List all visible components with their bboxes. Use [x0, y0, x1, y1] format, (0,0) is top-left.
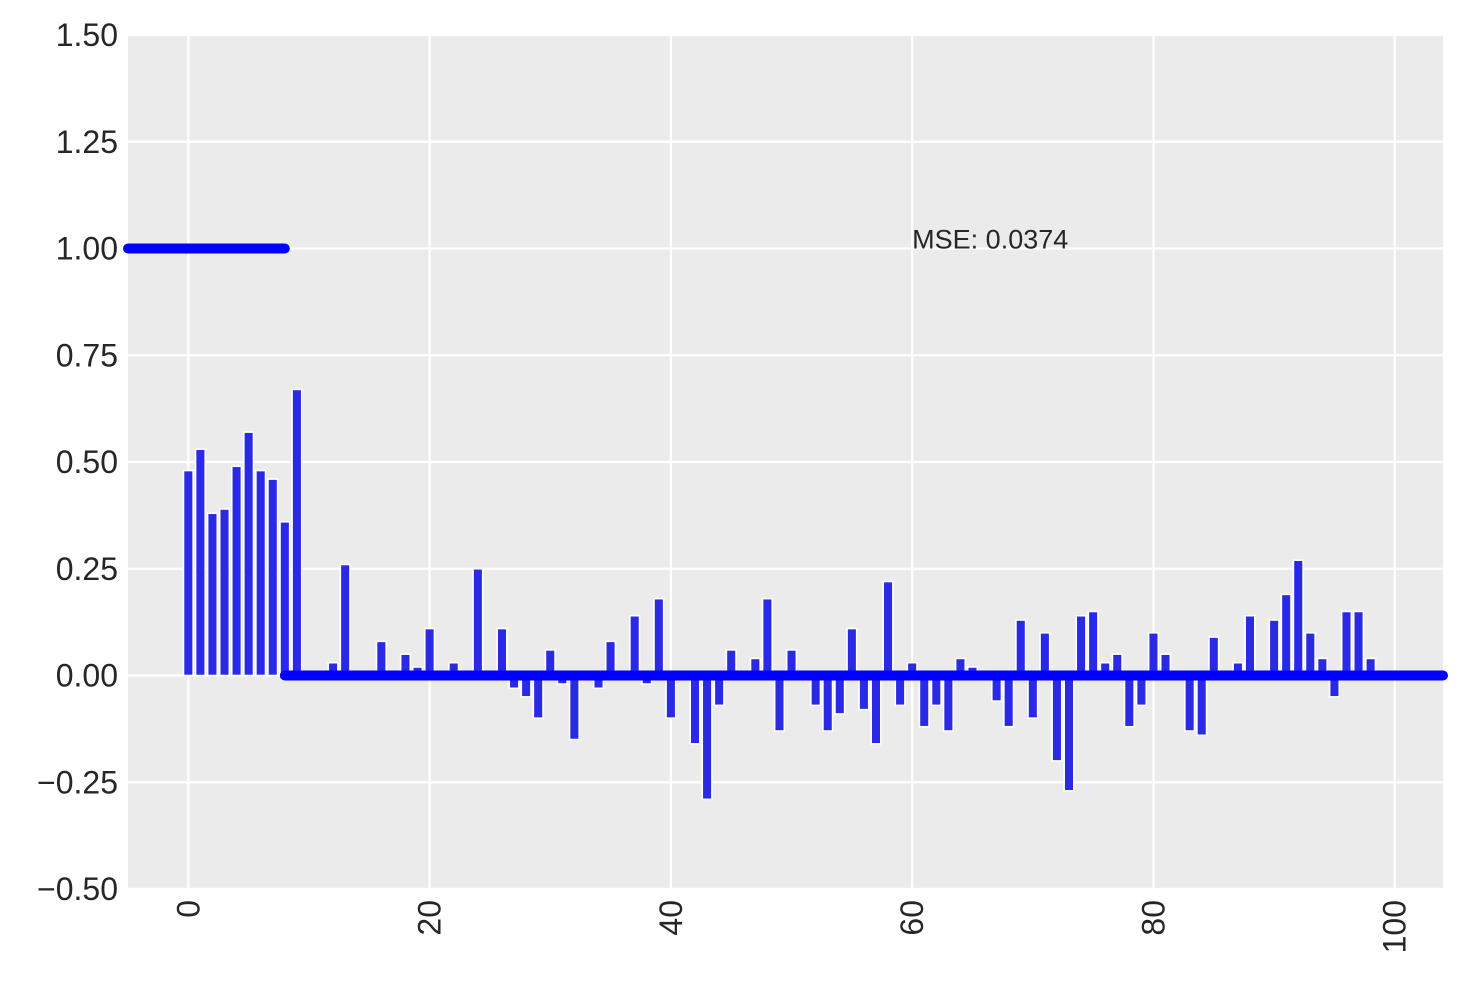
bar: [604, 640, 617, 677]
bar: [375, 640, 387, 677]
bar: [230, 465, 243, 677]
y-axis-tick-labels: −0.50 −0.25 0.00 0.25 0.50 0.75 1.00 1.25 1.50: [37, 17, 118, 907]
bar: [846, 627, 858, 677]
bar: [243, 431, 255, 677]
bar: [1039, 631, 1051, 677]
x-tick-label: 80: [1135, 900, 1171, 936]
bar: [496, 627, 508, 677]
bar: [568, 674, 581, 741]
bar: [472, 567, 484, 677]
x-tick-label: 100: [1377, 900, 1413, 953]
y-tick-label: 1.25: [56, 124, 118, 160]
bar: [1123, 674, 1135, 728]
bar: [1027, 674, 1039, 720]
y-tick-label: −0.25: [37, 764, 118, 800]
bar: [665, 674, 677, 720]
bar: [1292, 559, 1304, 677]
bar: [858, 674, 870, 711]
bar: [267, 478, 279, 677]
bar: [773, 674, 786, 732]
x-tick-label: 20: [412, 900, 448, 936]
bar: [942, 674, 954, 732]
y-tick-label: 1.00: [56, 231, 118, 267]
bar: [653, 597, 665, 677]
bar: [279, 520, 291, 677]
bar: [1304, 631, 1316, 677]
y-tick-label: 0.50: [56, 444, 118, 480]
bar: [291, 388, 303, 677]
mse-annotation: MSE: 0.0374: [912, 225, 1068, 255]
bar: [870, 674, 882, 745]
bar: [1184, 674, 1196, 732]
bar: [701, 674, 713, 801]
y-tick-label: 1.50: [56, 17, 118, 53]
y-tick-label: 0.25: [56, 551, 118, 587]
bar: [629, 614, 641, 677]
bar: [882, 580, 894, 677]
bar: [1015, 619, 1027, 677]
x-tick-label: 60: [894, 900, 930, 936]
bar: [1075, 614, 1087, 677]
bar: [218, 508, 231, 677]
x-tick-label: 0: [170, 900, 206, 918]
y-tick-label: 0.00: [56, 658, 118, 694]
y-tick-label: 0.75: [56, 337, 118, 373]
bar: [1352, 610, 1365, 677]
bar: [194, 448, 207, 677]
bar: [689, 674, 701, 745]
bar: [339, 563, 351, 677]
bar: [182, 469, 194, 677]
bar: [206, 512, 219, 677]
bar: [1063, 674, 1075, 792]
y-tick-label: −0.50: [37, 871, 118, 907]
line-series: [123, 243, 1448, 681]
bar: [423, 627, 436, 677]
bar: [1051, 674, 1063, 762]
bar: [918, 674, 930, 728]
x-tick-label: 40: [653, 900, 689, 936]
bar: [761, 597, 774, 677]
bar: [834, 674, 846, 715]
bar: [255, 469, 267, 677]
bar: [1147, 631, 1160, 677]
bar: [1003, 674, 1015, 728]
bar: [532, 674, 544, 720]
bar: [1340, 610, 1353, 677]
bar: [1208, 636, 1220, 677]
bar: [1268, 619, 1280, 677]
bar: [1244, 614, 1256, 677]
bar: [1196, 674, 1208, 737]
x-axis-tick-labels: 0 20 40 60 80 100: [170, 900, 1412, 953]
bar: [822, 674, 834, 732]
bar: [1280, 593, 1292, 677]
bar: [1087, 610, 1099, 677]
